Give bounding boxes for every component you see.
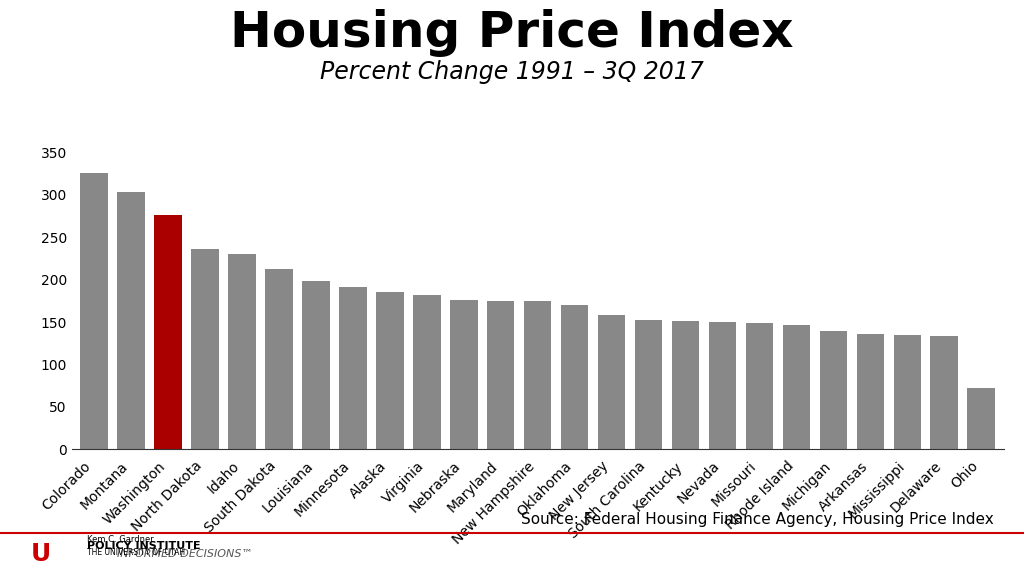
Bar [894,335,922,449]
Bar [339,287,367,449]
Bar [302,281,330,449]
Bar [931,336,958,449]
Bar [635,320,663,449]
Bar [745,323,773,449]
Bar [228,254,256,449]
Bar [672,321,699,449]
Bar [376,291,403,449]
Bar [523,301,552,449]
Text: INFORMED DECISIONS™: INFORMED DECISIONS™ [117,549,252,559]
Bar [782,325,810,449]
Bar [80,173,108,449]
Text: Source: Federal Housing Finance Agency, Housing Price Index: Source: Federal Housing Finance Agency, … [520,512,993,527]
Bar [486,301,514,449]
Bar [265,268,293,449]
Text: Housing Price Index: Housing Price Index [230,9,794,56]
Text: POLICY INSTITUTE: POLICY INSTITUTE [87,541,201,551]
Bar [117,192,144,449]
Text: U: U [31,542,51,566]
Text: THE UNIVERSITY OF UTAH: THE UNIVERSITY OF UTAH [87,548,185,557]
Bar [413,295,440,449]
Bar [968,388,995,449]
Bar [856,334,885,449]
Text: Percent Change 1991 – 3Q 2017: Percent Change 1991 – 3Q 2017 [321,60,703,85]
Bar [561,305,589,449]
Bar [450,300,477,449]
Text: Kem C. Gardner: Kem C. Gardner [87,535,154,544]
Bar [598,315,626,449]
Bar [819,331,847,449]
Bar [154,215,181,449]
Bar [190,249,219,449]
Bar [709,322,736,449]
